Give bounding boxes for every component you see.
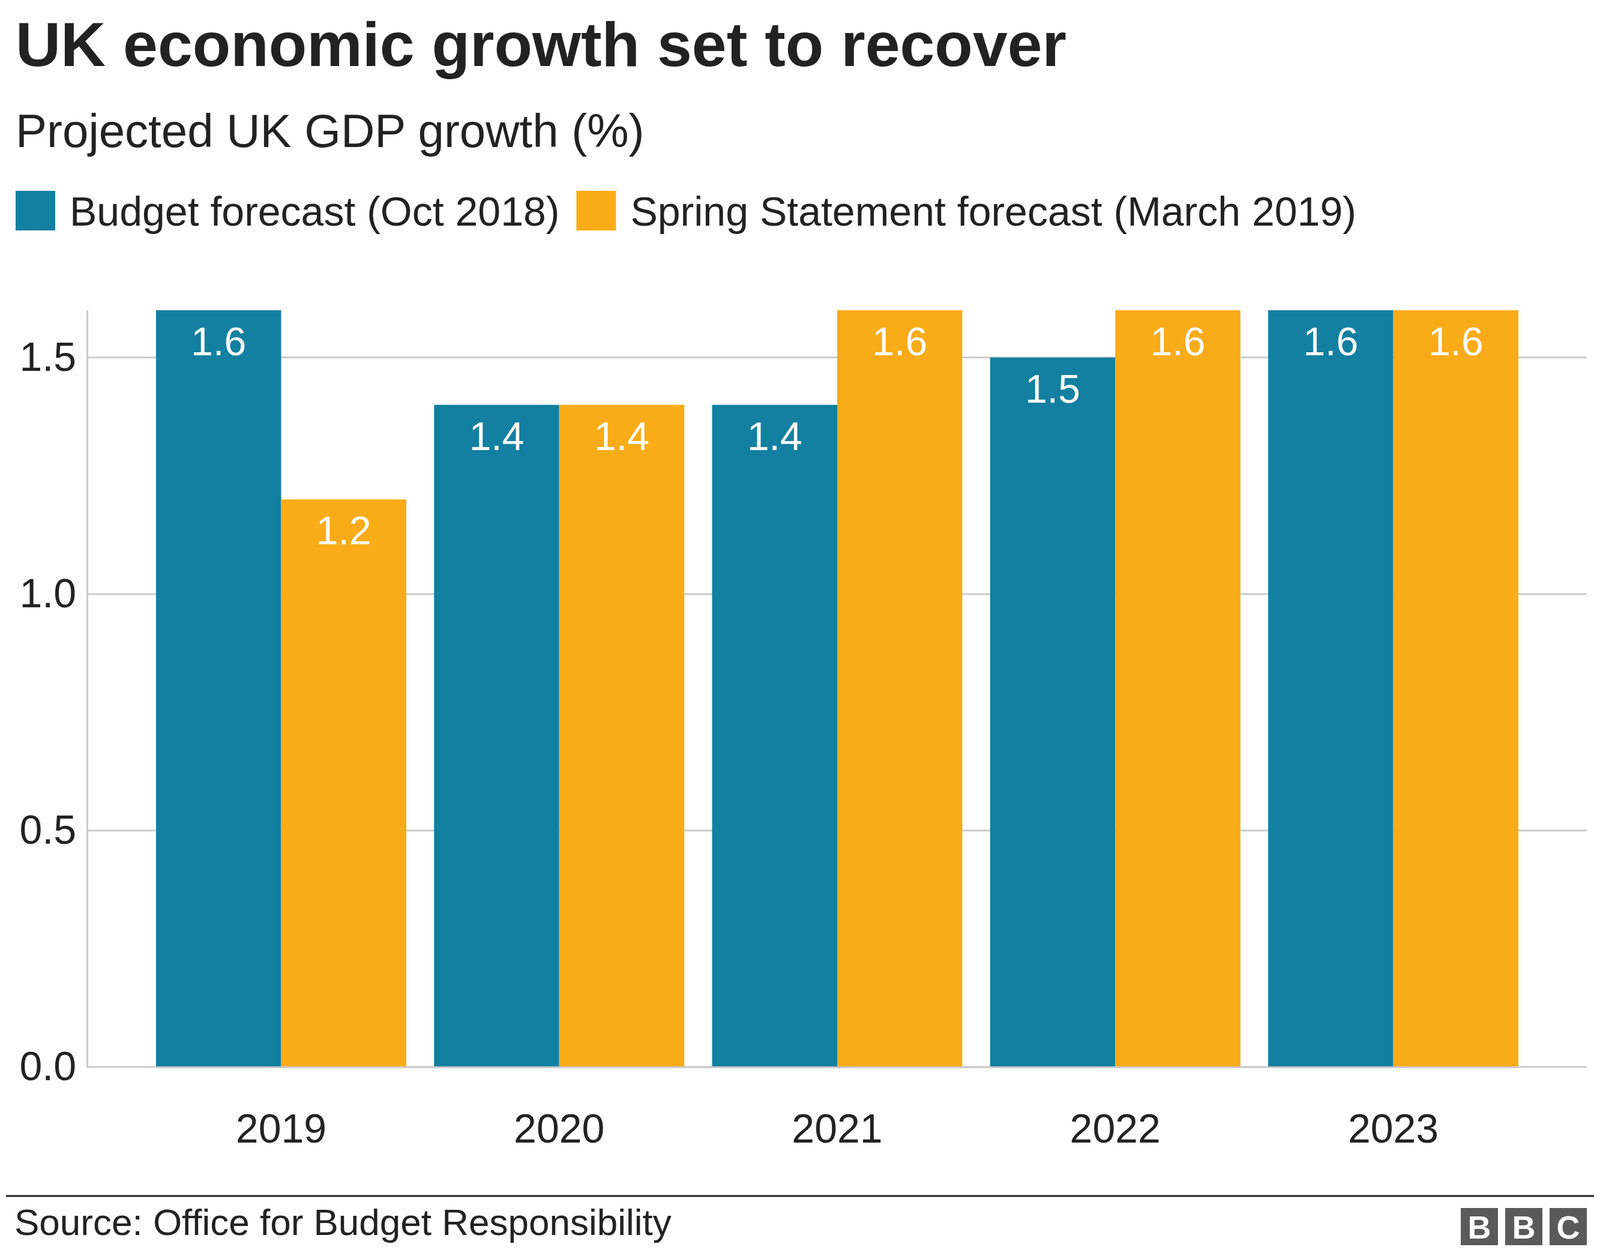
legend-swatch [576, 190, 616, 231]
y-tick: 1.5 [19, 333, 88, 380]
x-axis-line [156, 1066, 1519, 1069]
bar [280, 499, 406, 1068]
legend-swatch [15, 190, 56, 231]
bar [837, 310, 963, 1068]
data-label: 1.6 [1150, 319, 1206, 364]
y-tick: 1.0 [19, 570, 88, 616]
chart: UK economic growth set to recover Project… [0, 0, 1600, 1250]
x-tick-label: 2021 [791, 1105, 883, 1152]
y-tick: 0.0 [19, 1043, 88, 1089]
x-axis: 2019 2020 2021 2022 2023 [156, 1067, 1519, 1152]
logo-letter: C [1556, 1209, 1581, 1246]
y-tick: 0.5 [19, 806, 88, 853]
y-axis-line [86, 310, 89, 1068]
data-label: 1.2 [316, 508, 372, 553]
bar [559, 405, 685, 1068]
data-labels: 1.6 1.4 1.4 1.5 1.6 1.2 1.4 1.6 1.6 1.6 [190, 319, 1483, 553]
data-label: 1.6 [190, 319, 247, 364]
logo-letter: B [1467, 1209, 1492, 1246]
x-tick: 2019 [235, 1067, 327, 1152]
data-label: 1.6 [1302, 319, 1359, 364]
source: Source: Office for Budget Responsibility [14, 1201, 672, 1243]
legend-label: Budget forecast (Oct 2018) [69, 188, 560, 235]
logo-letter: B [1512, 1209, 1536, 1246]
bars [156, 310, 1519, 1068]
y-tick-label: 1.0 [19, 570, 77, 616]
bar [156, 310, 281, 1068]
x-tick-label: 2022 [1070, 1105, 1161, 1152]
logo: BBC [1460, 1208, 1587, 1246]
logo-block [1505, 1208, 1543, 1246]
logo-block [1549, 1208, 1587, 1246]
y-axis: 0.0 0.5 1.0 1.5 [19, 310, 88, 1090]
legend-item: Budget forecast (Oct 2018) [15, 188, 560, 235]
x-tick: 2022 [1070, 1067, 1161, 1152]
logo-text: BBC [1467, 1209, 1581, 1246]
data-label: 1.5 [1025, 366, 1081, 412]
footer-rule [6, 1195, 1594, 1198]
x-tick: 2023 [1347, 1067, 1439, 1152]
data-label: 1.4 [469, 414, 525, 459]
legend-item: Spring Statement forecast (March 2019) [576, 188, 1356, 235]
y-tick-label: 1.5 [19, 333, 77, 380]
data-label: 1.6 [872, 319, 928, 364]
logo-block [1460, 1208, 1498, 1246]
data-label: 1.4 [747, 414, 803, 459]
y-tick-label: 0.0 [19, 1043, 77, 1089]
x-tick-label: 2019 [235, 1105, 327, 1152]
bar [1393, 310, 1519, 1068]
title: UK economic growth set to recover [15, 9, 1067, 80]
subtitle: Projected UK GDP growth (%) [15, 104, 645, 158]
bar [433, 405, 559, 1068]
bar [990, 357, 1116, 1068]
x-tick: 2021 [791, 1067, 883, 1152]
y-tick-label: 0.5 [19, 806, 77, 853]
legend: Budget forecast (Oct 2018) Spring Stateme… [15, 188, 1357, 235]
x-tick-label: 2020 [513, 1105, 605, 1152]
bar [1268, 310, 1393, 1068]
data-label: 1.4 [594, 414, 650, 459]
legend-label: Spring Statement forecast (March 2019) [630, 188, 1356, 235]
bar [712, 405, 838, 1068]
bar [1115, 310, 1240, 1068]
x-tick: 2020 [513, 1067, 605, 1152]
x-tick-label: 2023 [1347, 1105, 1439, 1152]
data-label: 1.6 [1428, 319, 1484, 364]
